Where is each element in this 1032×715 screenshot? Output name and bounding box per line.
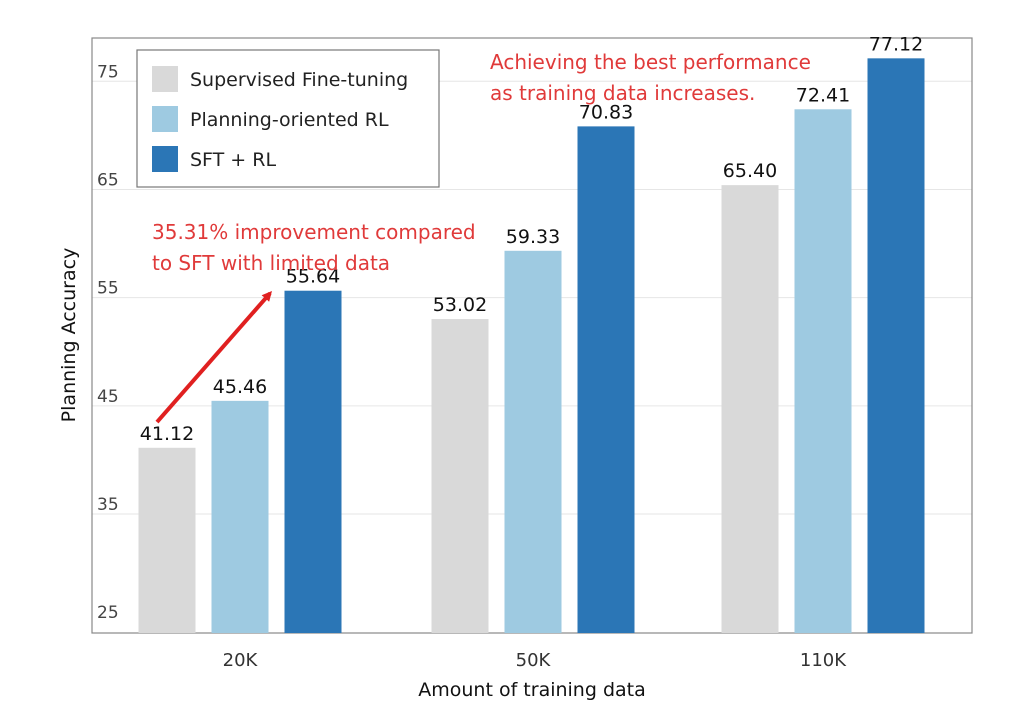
y-tick-label: 55 <box>97 279 119 299</box>
bar <box>431 319 489 633</box>
y-tick-label: 45 <box>97 387 119 407</box>
x-category-labels: 20K 50K 110K <box>223 650 848 671</box>
x-category-label: 20K <box>223 650 259 671</box>
annotation-improvement-line-1: 35.31% improvement compared <box>152 220 476 244</box>
legend-swatch-rl <box>152 106 178 132</box>
x-category-label: 110K <box>800 650 847 671</box>
data-label: 65.40 <box>723 160 777 182</box>
legend-label-sft-rl: SFT + RL <box>190 149 276 171</box>
legend: Supervised Fine-tuning Planning-oriented… <box>136 49 440 188</box>
bars <box>138 58 925 634</box>
data-label: 53.02 <box>433 294 487 316</box>
bar <box>504 250 562 633</box>
annotation-improvement: 35.31% improvement compared to SFT with … <box>152 220 476 275</box>
bar <box>577 126 635 633</box>
bar <box>794 109 852 634</box>
x-axis-title: Amount of training data <box>418 679 646 701</box>
data-label: 59.33 <box>506 226 560 248</box>
data-labels: 41.12 45.46 55.64 53.02 59.33 70.83 65.40 72.41… <box>140 33 923 444</box>
annotation-best-line-2: as training data increases. <box>490 81 755 105</box>
data-label: 41.12 <box>140 423 194 445</box>
bar <box>138 447 196 633</box>
improvement-arrow <box>155 291 272 424</box>
legend-swatch-sft <box>152 66 178 92</box>
data-label: 45.46 <box>213 376 267 398</box>
x-category-label: 50K <box>516 650 552 671</box>
data-label: 72.41 <box>796 84 850 106</box>
y-tick-label: 75 <box>97 62 119 82</box>
bar <box>867 58 925 633</box>
data-label: 70.83 <box>579 101 633 123</box>
bar <box>284 290 342 633</box>
y-tick-label: 65 <box>97 170 119 190</box>
annotation-improvement-line-2: to SFT with limited data <box>152 251 390 275</box>
annotation-best-performance: Achieving the best performance as traini… <box>490 50 811 105</box>
y-tick-labels: 25 35 45 55 65 75 <box>97 62 119 623</box>
y-tick-label: 35 <box>97 495 119 515</box>
annotation-best-line-1: Achieving the best performance <box>490 50 811 74</box>
legend-label-rl: Planning-oriented RL <box>190 109 389 131</box>
y-tick-label: 25 <box>97 603 119 623</box>
legend-box <box>136 49 440 188</box>
bar <box>211 400 269 633</box>
bar <box>721 185 779 634</box>
data-label: 55.64 <box>286 266 340 288</box>
legend-swatch-sft-rl <box>152 146 178 172</box>
y-axis-title: Planning Accuracy <box>58 248 80 423</box>
legend-label-sft: Supervised Fine-tuning <box>190 69 408 91</box>
data-label: 77.12 <box>869 33 923 55</box>
